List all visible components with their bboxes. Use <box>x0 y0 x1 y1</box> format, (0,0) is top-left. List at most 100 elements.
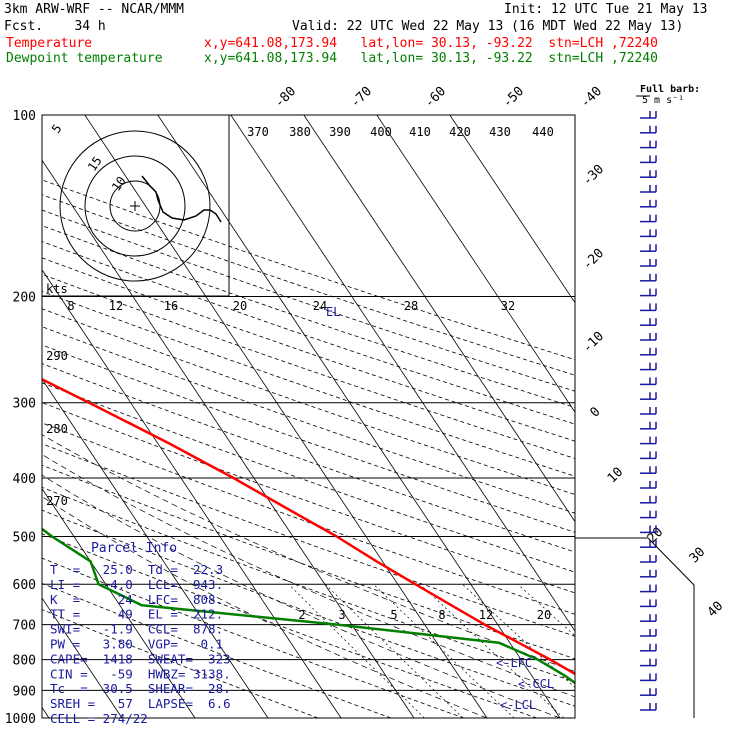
mixing-ratio-line <box>324 583 464 718</box>
wind-barb <box>640 273 657 282</box>
theta-label: 430 <box>489 125 511 139</box>
theta-label: 380 <box>289 125 311 139</box>
wind-barb <box>640 377 657 386</box>
lcl-label: <-LCL <box>500 698 536 712</box>
wind-barb <box>640 140 657 149</box>
temperature-label: 0 <box>587 404 603 420</box>
temperature-legend: Temperature <box>6 36 93 51</box>
wind-barb <box>640 569 657 578</box>
lfc-label: <-LFC <box>496 656 532 670</box>
parcel-info-row: SWI= -1.9 CCL= 878. <box>50 622 223 637</box>
dry-adiabat <box>42 533 538 718</box>
wind-barb <box>640 673 657 682</box>
wind-barb <box>640 407 657 415</box>
hodograph-speed-label: 24 <box>313 299 327 313</box>
parcel-info-row: SREH = 57 LAPSE= 6.6 <box>50 696 231 711</box>
wind-barb <box>640 229 657 238</box>
wind-barb <box>640 466 657 474</box>
temperature-label: 30 <box>687 545 709 567</box>
wind-barb <box>640 347 657 356</box>
valid-time: Valid: 22 UTC Wed 22 May 13 (16 MDT Wed … <box>292 19 684 34</box>
pressure-label: 500 <box>13 530 36 545</box>
parcel-info-row: TT = 49 EL = 212. <box>50 607 223 622</box>
wind-barb <box>640 155 657 164</box>
hodograph-frame <box>41 114 230 297</box>
wind-barb <box>640 614 657 622</box>
theta-label: 420 <box>449 125 471 139</box>
isotherm <box>42 487 196 718</box>
hodograph-speed-label: 32 <box>501 299 515 313</box>
pressure-label: 300 <box>13 397 36 412</box>
wind-barb <box>640 703 657 711</box>
parcel-info-row: T = 25.0 Td = 22.3 <box>50 562 223 577</box>
temperature-info: x,y=641.08,173.94 lat,lon= 30.13, -93.22… <box>204 36 658 51</box>
isotherm <box>42 378 269 718</box>
theta-label: 440 <box>532 125 554 139</box>
wind-barb <box>640 436 657 445</box>
hodograph-speed-label: 28 <box>404 299 418 313</box>
theta-label: 280 <box>46 422 68 436</box>
barb-scale-units: 5 m s⁻¹ <box>642 95 684 106</box>
theta-label: 270 <box>46 494 68 508</box>
isotherm <box>303 115 575 523</box>
hodograph-speed-label: 16 <box>164 299 178 313</box>
dewpoint-line <box>42 527 575 685</box>
hodograph-kts-label: kts <box>46 282 68 296</box>
isotherm <box>449 115 575 304</box>
isotherm <box>42 597 123 718</box>
wind-barb <box>640 259 657 267</box>
hodograph-ring <box>84 155 186 257</box>
moist-adiabat <box>42 454 575 698</box>
wind-barb <box>640 584 657 593</box>
pressure-label: 800 <box>13 654 36 669</box>
dry-adiabat <box>42 257 575 442</box>
isotherm <box>157 115 561 718</box>
mixing-ratio-line <box>419 583 564 718</box>
dry-adiabat <box>42 486 575 683</box>
wind-barb <box>640 599 657 608</box>
mixing-ratio-label: 20 <box>537 608 551 622</box>
temperature-label: -70 <box>348 84 375 111</box>
theta-label: 400 <box>370 125 392 139</box>
skew-frame-edge <box>575 537 695 718</box>
plot-area <box>42 115 575 718</box>
dry-adiabat <box>42 402 575 594</box>
isotherm <box>230 115 575 632</box>
ccl-label: <-CCL <box>518 677 554 691</box>
wind-barb <box>640 185 657 193</box>
mixing-ratio-label: 5 <box>390 608 397 622</box>
temperature-label: -50 <box>500 84 527 111</box>
wind-barb <box>640 525 657 534</box>
mixing-ratio-line <box>462 583 575 689</box>
hodograph-ring-label: 15 <box>85 154 105 174</box>
pressure-label: 200 <box>13 291 36 306</box>
isotherm <box>84 115 488 718</box>
dry-adiabat <box>42 509 575 707</box>
dry-adiabat <box>42 209 575 392</box>
wind-barb <box>640 214 657 223</box>
parcel-info-row: CAPE= 1418 SWEAT= 323 <box>50 651 231 666</box>
hodograph-trace <box>141 175 222 223</box>
pressure-label: 700 <box>13 619 36 634</box>
dry-adiabat <box>42 582 392 718</box>
dry-adiabat <box>42 609 319 718</box>
hodograph-ring-label: 10 <box>109 174 129 194</box>
parcel-info-row: Tc = 30.5 SHEAR= 28. <box>50 681 231 696</box>
parcel-info-title: Parcel Info <box>91 541 177 556</box>
dry-adiabat <box>42 273 575 459</box>
wind-barb <box>640 303 657 312</box>
mixing-ratio-label: 3 <box>338 608 345 622</box>
wind-barb <box>640 318 657 326</box>
wind-barb <box>640 421 657 430</box>
hodograph-ring-label: 5 <box>49 122 65 136</box>
wind-barb <box>640 199 657 208</box>
wind-barb <box>640 510 657 519</box>
wind-barb <box>640 555 657 563</box>
temperature-label: -30 <box>580 162 607 189</box>
wind-barb <box>640 288 657 297</box>
wind-barb <box>640 362 657 371</box>
wind-barb <box>640 451 657 460</box>
isotherm <box>42 159 415 718</box>
wind-barb <box>640 481 657 489</box>
